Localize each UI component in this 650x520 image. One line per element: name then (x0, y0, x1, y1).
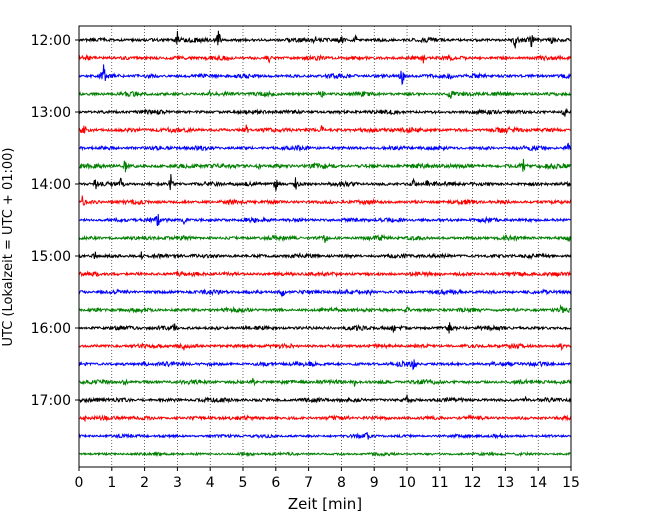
trace-1630 (78, 359, 572, 371)
y-tick-label: 12:00 (31, 33, 71, 49)
x-tick-label: 12 (464, 475, 482, 491)
trace-1615 (78, 342, 572, 351)
trace-1430 (78, 213, 572, 227)
y-axis-label: UTC (Lokalzeit = UTC + 01:00) (1, 148, 16, 347)
y-tick-label: 17:00 (31, 393, 71, 409)
trace-1230 (78, 64, 572, 86)
trace-1345 (78, 158, 572, 173)
trace-1315 (78, 124, 572, 135)
plot-frame (78, 25, 572, 468)
y-axis-ticks: 12:00 13:00 14:00 15:00 16:00 17:00 (31, 33, 79, 409)
trace-1200 (78, 30, 572, 49)
x-tick-label: 13 (496, 475, 514, 491)
x-tick-label: 9 (370, 475, 379, 491)
trace-1730 (78, 432, 572, 440)
x-tick-label: 15 (562, 475, 580, 491)
x-tick-label: 6 (271, 475, 280, 491)
x-axis-label: Zeit [min] (288, 495, 362, 513)
x-tick-label: 4 (206, 475, 215, 491)
trace-1745 (78, 450, 572, 458)
trace-1530 (78, 288, 572, 298)
y-tick-label: 13:00 (31, 105, 71, 121)
trace-1600 (78, 322, 572, 334)
x-tick-label: 1 (107, 475, 116, 491)
trace-1700 (78, 394, 572, 404)
x-axis-ticks: 0 1 2 3 4 5 6 7 8 9 10 11 12 13 14 15 (75, 467, 580, 491)
trace-1515 (78, 270, 572, 278)
x-tick-label: 7 (304, 475, 313, 491)
x-tick-label: 3 (173, 475, 182, 491)
x-tick-label: 5 (239, 475, 248, 491)
trace-1400 (78, 174, 572, 191)
trace-1300 (78, 107, 572, 117)
trace-1500 (78, 251, 572, 261)
x-tick-label: 8 (337, 475, 346, 491)
x-tick-label: 2 (140, 475, 149, 491)
x-tick-label: 11 (431, 475, 449, 491)
trace-1415 (78, 195, 572, 206)
x-tick-label: 14 (529, 475, 547, 491)
y-tick-label: 16:00 (31, 321, 71, 337)
x-tick-label: 0 (75, 475, 84, 491)
trace-1245 (78, 89, 572, 99)
x-tick-label: 10 (398, 475, 416, 491)
trace-1645 (78, 377, 572, 387)
y-tick-label: 15:00 (31, 249, 71, 265)
trace-1215 (78, 53, 572, 64)
trace-1330 (78, 142, 572, 153)
trace-1445 (78, 234, 572, 243)
trace-1715 (78, 414, 572, 422)
trace-1545 (78, 304, 572, 314)
y-tick-label: 14:00 (31, 177, 71, 193)
seismic-traces (78, 30, 572, 458)
